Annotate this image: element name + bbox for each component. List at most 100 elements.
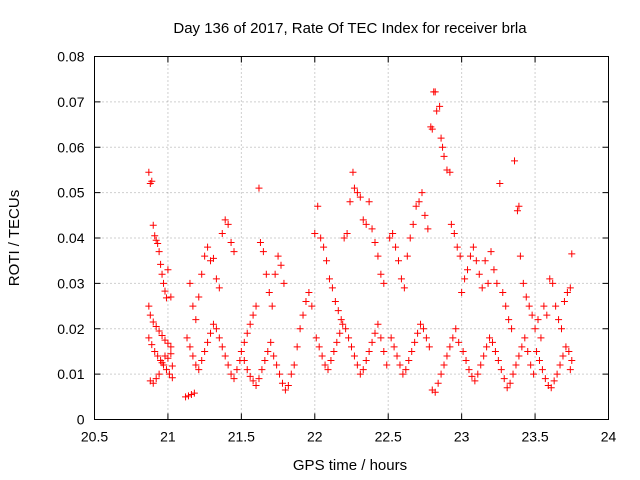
data-point: [346, 198, 354, 206]
data-point: [449, 334, 457, 342]
data-point: [209, 320, 217, 328]
data-point: [446, 168, 454, 176]
data-point: [452, 325, 460, 333]
x-axis-label: GPS time / hours: [293, 457, 407, 474]
data-point: [356, 193, 364, 201]
data-point: [524, 347, 532, 355]
data-point: [323, 257, 331, 265]
data-point: [333, 338, 341, 346]
data-point: [189, 302, 197, 310]
data-point: [468, 372, 476, 380]
data-point: [509, 370, 517, 378]
data-point: [422, 334, 430, 342]
data-point: [528, 311, 536, 319]
data-point: [521, 334, 529, 342]
data-point: [455, 338, 463, 346]
data-point: [447, 220, 455, 228]
data-point: [403, 252, 411, 260]
data-point: [490, 266, 498, 274]
data-point: [273, 361, 281, 369]
x-tick-label: 24: [601, 429, 617, 445]
data-point: [431, 388, 439, 396]
data-point: [195, 293, 203, 301]
data-point: [290, 361, 298, 369]
data-point: [293, 343, 301, 351]
data-point: [255, 375, 263, 383]
grid: [94, 56, 609, 420]
data-point: [496, 180, 504, 188]
data-point: [167, 350, 175, 358]
data-point: [207, 329, 215, 337]
data-point: [459, 347, 467, 355]
data-point: [543, 311, 551, 319]
x-tick-label: 22: [307, 429, 323, 445]
data-point: [411, 338, 419, 346]
data-point: [149, 221, 157, 229]
data-point: [296, 325, 304, 333]
data-point: [221, 352, 229, 360]
data-point: [281, 386, 289, 394]
x-tick-label: 20.5: [81, 429, 108, 445]
data-point: [421, 211, 429, 219]
data-point: [365, 198, 373, 206]
data-point: [183, 334, 191, 342]
data-point: [499, 288, 507, 296]
data-point: [149, 318, 157, 326]
data-point: [325, 275, 333, 283]
data-point: [342, 325, 350, 333]
data-point: [349, 168, 357, 176]
data-point: [377, 270, 385, 278]
data-point: [353, 361, 361, 369]
data-point: [318, 352, 326, 360]
data-point: [164, 266, 172, 274]
data-point: [161, 336, 169, 344]
data-point: [321, 361, 329, 369]
data-point: [437, 134, 445, 142]
data-point: [324, 366, 332, 374]
data-point: [359, 366, 367, 374]
data-point: [480, 352, 488, 360]
data-point: [374, 252, 382, 260]
data-point: [152, 322, 160, 330]
data-point: [152, 236, 160, 244]
data-point: [305, 288, 313, 296]
data-point: [519, 279, 527, 287]
data-point: [314, 202, 322, 210]
data-point: [484, 279, 492, 287]
data-point: [209, 254, 217, 262]
data-point: [392, 243, 400, 251]
data-point: [477, 361, 485, 369]
data-point: [154, 352, 162, 360]
data-point: [437, 370, 445, 378]
data-point: [227, 370, 235, 378]
data-point: [502, 302, 510, 310]
data-point: [525, 302, 533, 310]
data-point: [458, 288, 466, 296]
data-point: [515, 202, 523, 210]
data-point: [148, 177, 156, 185]
data-point: [161, 287, 169, 295]
data-point: [268, 302, 276, 310]
data-point: [503, 384, 511, 392]
data-point: [417, 320, 425, 328]
data-point: [494, 357, 502, 365]
data-point: [162, 366, 170, 374]
data-point: [383, 361, 391, 369]
data-point: [267, 338, 275, 346]
data-point: [186, 343, 194, 351]
data-point: [556, 361, 564, 369]
data-point: [399, 370, 407, 378]
data-point: [568, 357, 576, 365]
data-point: [380, 279, 388, 287]
data-point: [446, 343, 454, 351]
data-point: [149, 379, 157, 387]
data-point: [396, 361, 404, 369]
data-point: [240, 338, 248, 346]
data-point: [158, 359, 166, 367]
data-point: [186, 279, 194, 287]
data-point: [406, 234, 414, 242]
data-point: [212, 275, 220, 283]
data-point: [218, 343, 226, 351]
data-point: [405, 357, 413, 365]
data-point: [387, 334, 395, 342]
